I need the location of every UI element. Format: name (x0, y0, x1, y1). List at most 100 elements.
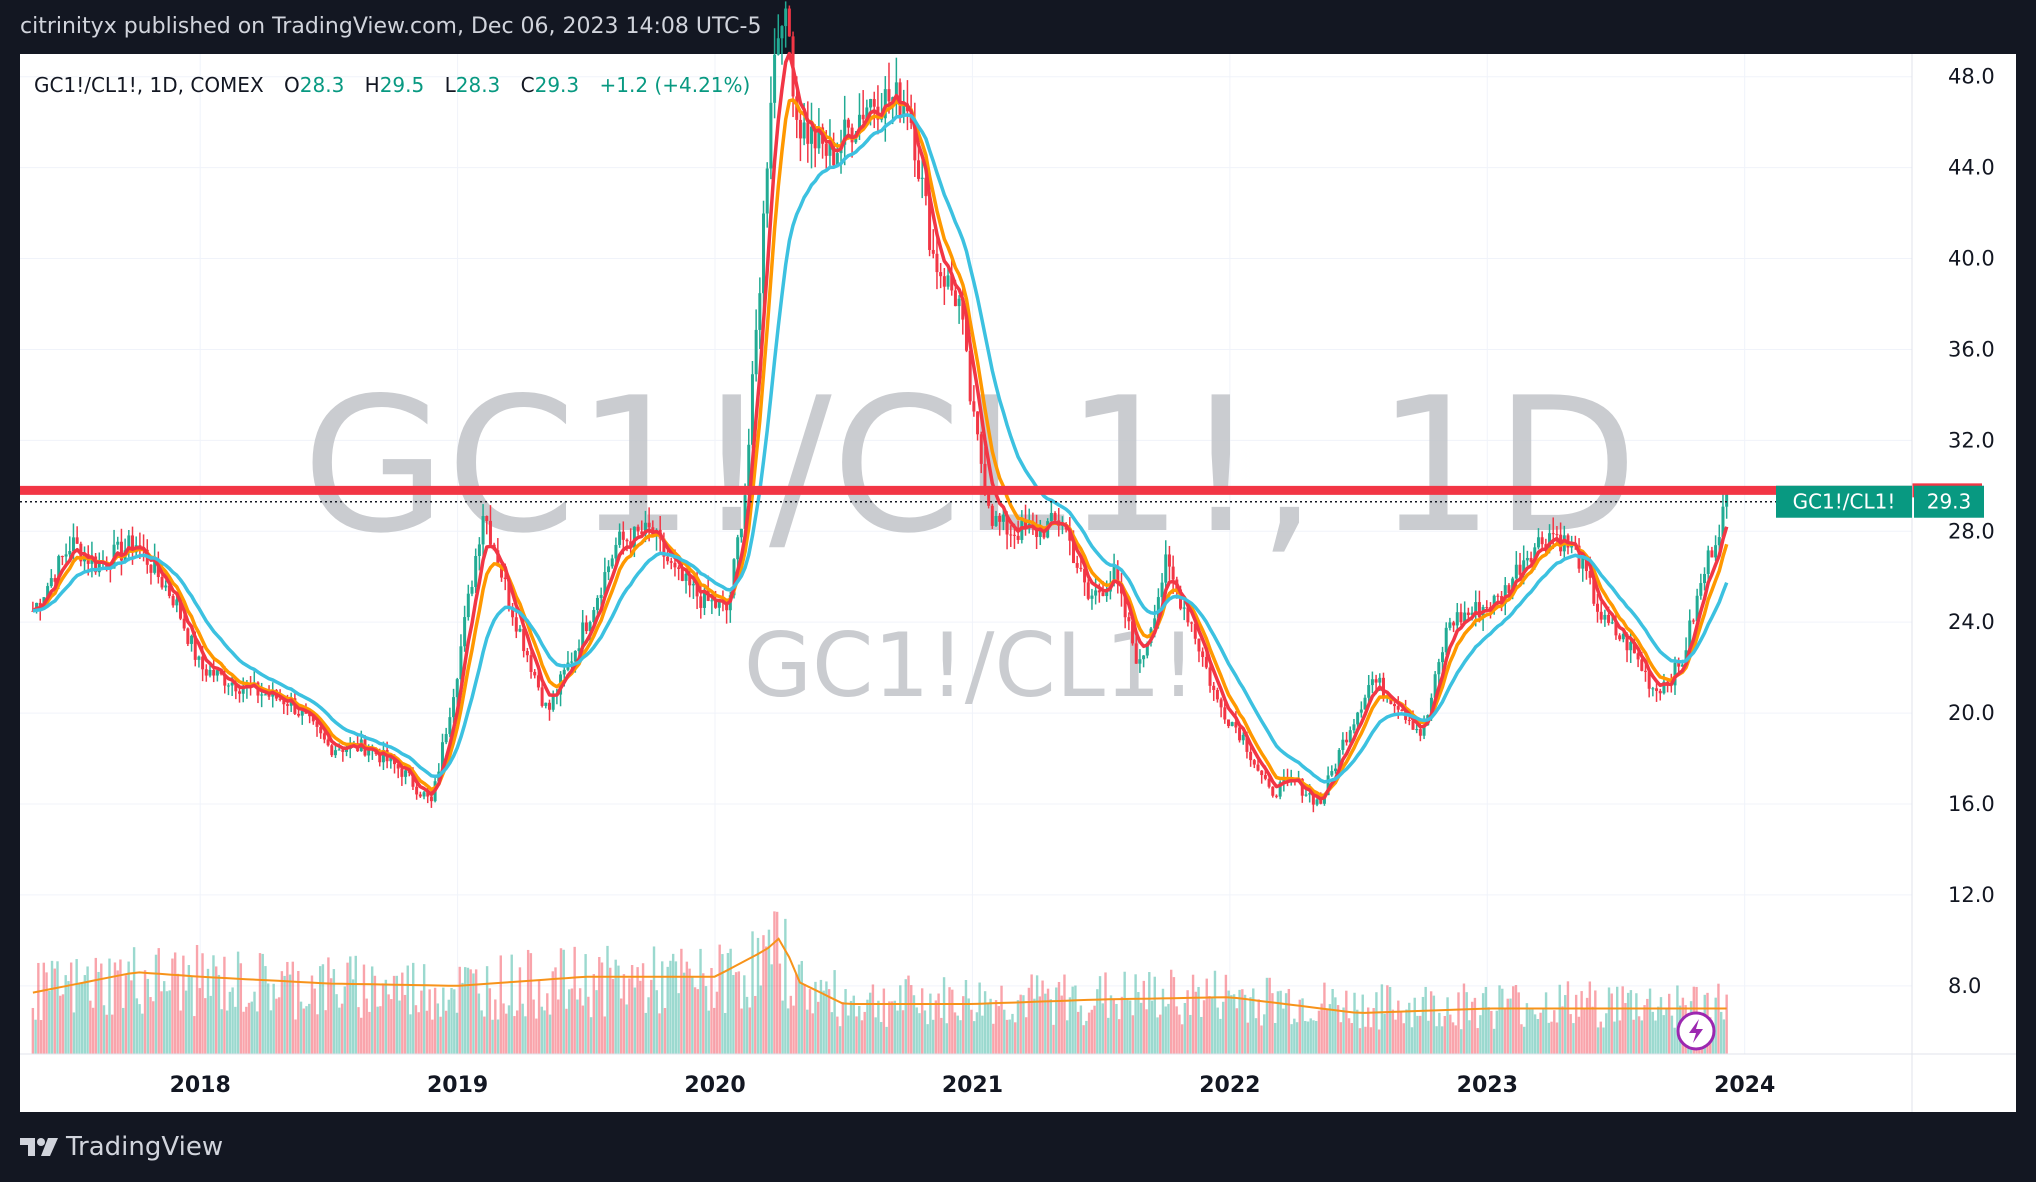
volume-bar (132, 947, 136, 1054)
candle-body (1075, 563, 1079, 568)
candle-body (562, 669, 566, 675)
volume-bar (1605, 1013, 1608, 1054)
volume-bar (1659, 997, 1663, 1054)
candle-body (444, 734, 448, 743)
volume-bar (56, 961, 59, 1054)
volume-bar (1451, 1022, 1455, 1054)
volume-bar (756, 937, 760, 1054)
price-label-value: 29.3 (1927, 490, 1972, 514)
volume-bar (1309, 1018, 1312, 1054)
volume-bar (1066, 1020, 1069, 1054)
volume-bar (655, 990, 658, 1054)
volume-bar (1033, 998, 1036, 1054)
y-tick-label: 20.0 (1948, 701, 1995, 725)
price-axis[interactable]: 48.0 44.0 40.0 36.0 32.0 28.0 24.0 20.0 16.0 12.0… (1948, 65, 1995, 998)
volume-bar (1626, 992, 1630, 1054)
time-axis[interactable]: 2018 2019 2020 2021 2022 2023 2024 (170, 1073, 1776, 1098)
candle-body (573, 650, 577, 662)
candle-body (1271, 786, 1275, 796)
candle-body (160, 577, 164, 588)
volume-bar (526, 949, 530, 1054)
candle-body (429, 796, 433, 802)
volume-bar (1241, 989, 1244, 1054)
volume-bar (428, 989, 431, 1054)
footer-brand: TradingView (66, 1132, 224, 1162)
volume-bar (937, 993, 940, 1054)
candle-body (182, 618, 186, 629)
volume-bar (773, 911, 776, 1054)
volume-bar (1350, 1023, 1353, 1054)
volume-bar (1055, 987, 1058, 1054)
candle-body (632, 526, 636, 548)
candle-body (1038, 527, 1042, 537)
candle-body (1182, 607, 1186, 609)
volume-bar (1252, 988, 1255, 1054)
candle-body (345, 748, 349, 752)
volume-bar (1594, 990, 1597, 1054)
volume-bar (1536, 1019, 1540, 1054)
candle-body (942, 276, 946, 287)
candle-body (1016, 535, 1020, 540)
candle-body (452, 697, 456, 718)
volume-bar (578, 988, 582, 1054)
candle-body (75, 537, 79, 544)
volume-bar (491, 1019, 494, 1054)
candle-body (193, 635, 197, 660)
volume-bar (682, 972, 686, 1054)
lightning-icon[interactable] (1676, 1011, 1716, 1051)
volume-bar (617, 965, 620, 1054)
volume-bar (1397, 1000, 1400, 1054)
volume-bar (48, 990, 51, 1054)
candle-body (1496, 595, 1500, 597)
volume-bar (1148, 972, 1151, 1054)
candle-body (592, 610, 596, 623)
volume-bar (212, 955, 215, 1054)
candle-body (197, 656, 201, 660)
volume-bar (1539, 1012, 1542, 1054)
candle-body (588, 622, 592, 632)
candle-body (1356, 712, 1360, 725)
candle-body (1079, 567, 1083, 569)
candle-body (1396, 706, 1400, 710)
candle-body (684, 573, 688, 581)
candle-body (1677, 662, 1681, 667)
volume-bar (923, 1010, 927, 1054)
volume-bar (1254, 1018, 1258, 1054)
candle-body (894, 82, 898, 98)
volume-bar (907, 975, 910, 1054)
candle-body (599, 594, 603, 598)
volume-bar (1271, 993, 1274, 1054)
candle-body (459, 646, 463, 680)
candle-body (455, 679, 459, 698)
x-tick-label: 2019 (427, 1073, 488, 1098)
volume-bar (149, 997, 152, 1054)
candle-body (1717, 537, 1721, 546)
volume-bar (1624, 1003, 1627, 1054)
candle-body (1691, 620, 1695, 622)
volume-bar (1487, 1007, 1490, 1054)
volume-bar (589, 1017, 593, 1054)
volume-bar (349, 956, 352, 1054)
publish-header: citrinityx published on TradingView.com,… (0, 0, 2036, 54)
volume-bar (261, 953, 264, 1054)
volume-bar (1315, 1020, 1318, 1054)
candle-body (404, 770, 408, 777)
candle-body (511, 607, 515, 618)
volume-bar (231, 987, 234, 1054)
candle-body (1167, 554, 1171, 567)
volume-bar (570, 988, 574, 1054)
volume-bar (559, 948, 563, 1054)
volume-bar (1085, 1020, 1088, 1054)
volume-bar (934, 1000, 938, 1054)
volume-bar (184, 990, 188, 1054)
volume-bar (1490, 1010, 1493, 1054)
volume-bar (792, 1005, 795, 1054)
volume-bar (830, 1012, 834, 1054)
candle-body (474, 556, 478, 588)
volume-bar (1076, 1011, 1080, 1054)
publish-info: citrinityx published on TradingView.com,… (20, 14, 762, 39)
volume-bar (614, 959, 617, 1054)
volume-bar (146, 978, 149, 1054)
volume-bar (1479, 1015, 1482, 1054)
